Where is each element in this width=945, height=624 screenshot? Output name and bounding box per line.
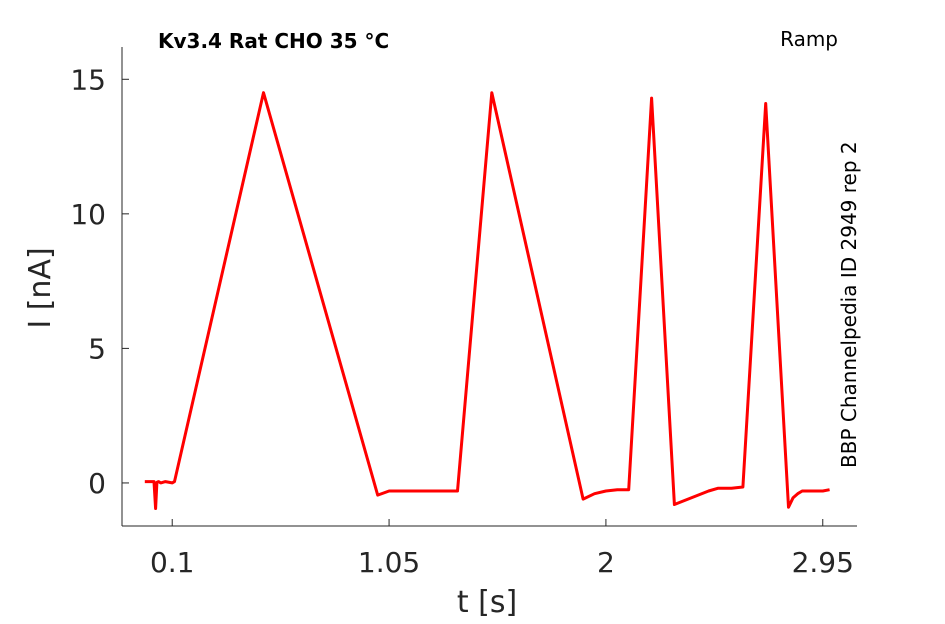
axes: [121, 47, 857, 527]
y-ticks: 0 5 10 15: [70, 63, 129, 500]
x-ticks: 0.1 1.05 2 2.95: [150, 519, 854, 579]
chart-annotation: BBP Channelpedia ID 2949 rep 2: [837, 141, 861, 468]
y-tick-label: 15: [70, 63, 106, 96]
chart-subtitle: Ramp: [780, 27, 838, 51]
x-tick-label: 2: [597, 546, 615, 579]
y-tick-label: 5: [88, 332, 106, 365]
x-tick-label: 0.1: [150, 546, 195, 579]
x-tick-label: 1.05: [358, 546, 420, 579]
x-axis-label: t [s]: [457, 585, 517, 620]
plot-area: [144, 91, 830, 510]
chart-title: Kv3.4 Rat CHO 35 °C: [158, 29, 389, 53]
series-line: [144, 91, 830, 510]
y-tick-label: 10: [70, 198, 106, 231]
y-tick-label: 0: [88, 467, 106, 500]
y-axis-label: I [nA]: [23, 247, 58, 328]
x-tick-label: 2.95: [792, 546, 854, 579]
